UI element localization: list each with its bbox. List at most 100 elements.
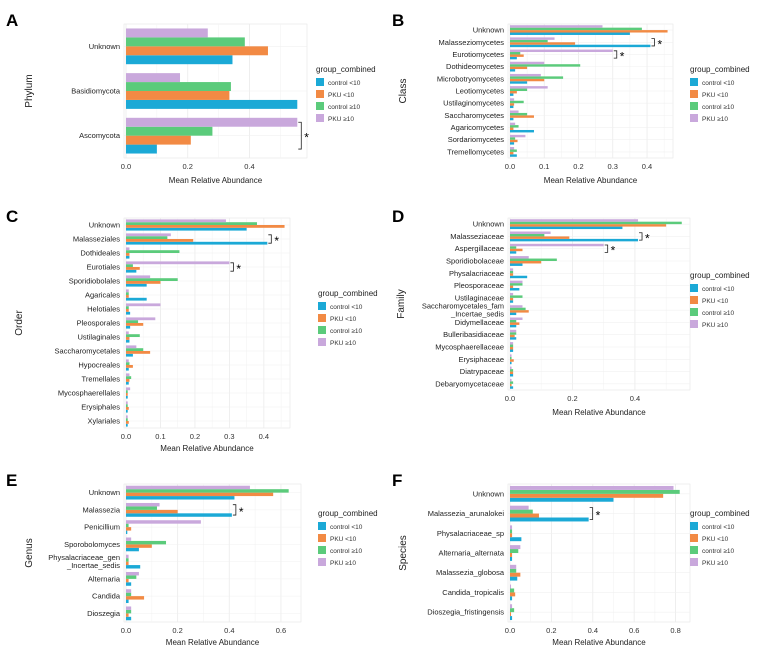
category-label-line: Candida xyxy=(92,592,121,601)
bar-E-3-3 xyxy=(126,537,132,541)
legend-swatch-c_ge xyxy=(690,546,698,554)
category-label: Alternaria xyxy=(88,574,121,583)
bar-D-7-3 xyxy=(510,305,523,308)
bar-B-10-1 xyxy=(510,151,514,155)
panel-label-A: A xyxy=(6,11,18,30)
category-label: Unknown xyxy=(89,42,120,51)
category-label: Ustilaginomycetes xyxy=(443,99,504,108)
panel-D: D 0.0 0.2 0.4 Unknown Malasseziaceae Aspergill… xyxy=(392,207,750,417)
bar-D-4-1 xyxy=(510,273,514,276)
legend-label-c_ge: control ≥10 xyxy=(330,328,362,335)
significance-star: * xyxy=(236,262,241,276)
bar-D-12-3 xyxy=(510,366,512,370)
bar-C-6-3 xyxy=(126,303,161,307)
bar-E-1-3 xyxy=(126,502,160,507)
category-label-line: Leotiomycetes xyxy=(456,87,505,96)
category-label-line: Mycosphaerellaceae xyxy=(435,343,504,352)
bar-F-3-0 xyxy=(510,556,513,561)
bar-D-8-3 xyxy=(510,317,523,320)
bar-D-11-1 xyxy=(510,359,514,362)
legend-swatch-c_ge xyxy=(316,102,324,110)
bar-C-8-1 xyxy=(126,337,130,340)
legend-label-p_lt: PKU <10 xyxy=(702,298,729,305)
bar-F-3-3 xyxy=(510,545,521,550)
bar-D-9-0 xyxy=(510,337,517,340)
x-tick-label: 0.0 xyxy=(121,162,131,171)
bar-C-0-2 xyxy=(126,222,257,225)
category-label-line: Ustilaginomycetes xyxy=(443,99,504,108)
bar-A-0-0 xyxy=(126,55,233,65)
category-label-line: Unknown xyxy=(89,221,120,230)
bar-E-0-3 xyxy=(126,485,250,490)
y-axis-title: Phylum xyxy=(24,74,35,107)
bar-C-13-3 xyxy=(126,401,128,405)
category-label-line: Pleosporales xyxy=(77,319,121,328)
category-label-line: _Incertae_sedis xyxy=(450,310,504,319)
category-label: Sordariomycetes xyxy=(448,135,505,144)
category-label: Saccharomycetales_fam _Incertae_sedis xyxy=(422,302,504,319)
category-label: Sporobolomyces xyxy=(64,540,120,549)
bar-D-6-3 xyxy=(510,292,514,296)
category-label: Pleosporaceae xyxy=(454,281,504,290)
y-axis-title: Order xyxy=(14,310,25,336)
bar-C-8-2 xyxy=(126,334,140,337)
bar-D-5-1 xyxy=(510,285,514,289)
y-axis-title: Genus xyxy=(24,538,35,567)
bar-B-9-3 xyxy=(510,134,526,138)
bar-C-0-3 xyxy=(126,219,226,223)
x-tick-label: 0.0 xyxy=(121,432,131,441)
x-tick-label: 0.3 xyxy=(224,432,234,441)
panel-label-D: D xyxy=(392,207,404,226)
x-tick-label: 0.3 xyxy=(608,162,618,171)
bar-A-1-3 xyxy=(126,73,181,83)
bar-E-7-2 xyxy=(126,609,132,614)
category-label-line: Unknown xyxy=(89,488,120,497)
category-label-line: Erysiphales xyxy=(81,403,120,412)
bar-C-11-2 xyxy=(126,376,132,379)
legend-swatch-c_lt xyxy=(316,78,324,86)
legend-title: group_combined xyxy=(318,509,378,518)
legend-swatch-p_ge xyxy=(690,114,698,122)
category-label-line: Sporidiobolaceae xyxy=(446,257,504,266)
bar-C-5-2 xyxy=(126,292,129,295)
legend-label-p_ge: PKU ≥10 xyxy=(328,116,354,123)
bar-F-2-0 xyxy=(510,537,522,542)
x-tick-label: 0.4 xyxy=(630,394,640,403)
category-label: Dothideales xyxy=(80,249,120,258)
category-label: Ustilaginaceae xyxy=(455,293,504,302)
significance-star: * xyxy=(620,49,625,63)
bar-E-6-1 xyxy=(126,596,145,600)
bar-C-14-3 xyxy=(126,415,128,419)
bar-E-2-1 xyxy=(126,527,132,531)
category-label-line: Pleosporaceae xyxy=(454,281,504,290)
bar-D-0-3 xyxy=(510,219,639,222)
legend-label-p_ge: PKU ≥10 xyxy=(330,560,356,567)
category-label: Saccharomycetales xyxy=(55,347,121,356)
legend-title: group_combined xyxy=(690,271,750,280)
bar-B-4-1 xyxy=(510,78,545,82)
bar-B-7-0 xyxy=(510,117,514,121)
bar-C-14-1 xyxy=(126,421,129,424)
category-label: Helotiales xyxy=(87,305,120,314)
bar-C-3-2 xyxy=(126,264,133,267)
category-label: Eurotiomycetes xyxy=(452,50,504,59)
bar-B-8-0 xyxy=(510,129,534,133)
bar-D-13-3 xyxy=(510,378,512,382)
bar-C-7-1 xyxy=(126,323,144,326)
bar-F-6-0 xyxy=(510,616,513,621)
bar-E-0-0 xyxy=(126,496,235,500)
legend-label-c_lt: control <10 xyxy=(702,80,735,87)
legend-swatch-p_lt xyxy=(690,296,698,304)
bar-B-10-3 xyxy=(510,147,515,150)
bar-D-5-3 xyxy=(510,280,523,284)
bar-C-1-1 xyxy=(126,239,194,242)
bar-F-0-0 xyxy=(510,497,614,502)
bar-B-0-0 xyxy=(510,32,630,35)
category-label: Hypocreales xyxy=(78,361,120,370)
bar-E-4-0 xyxy=(126,565,141,569)
significance-star: * xyxy=(611,244,616,258)
bar-C-0-1 xyxy=(126,225,285,228)
bar-D-1-2 xyxy=(510,233,545,237)
